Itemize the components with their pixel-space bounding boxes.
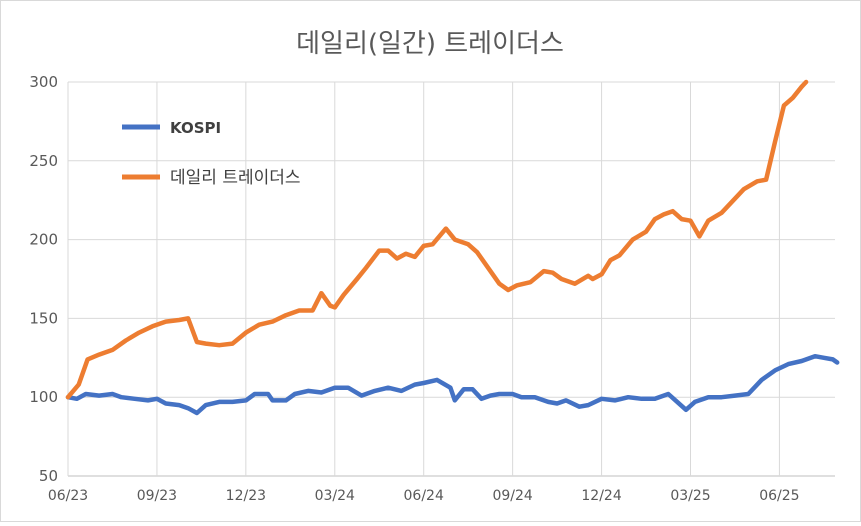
y-tick-label: 200 — [29, 231, 58, 249]
chart-title: 데일리(일간) 트레이더스 — [296, 29, 564, 59]
x-tick-label: 03/25 — [670, 488, 710, 504]
series-lines — [65, 79, 840, 416]
x-tick-label: 06/25 — [759, 488, 799, 504]
legend: KOSPI 데일리 트레이더스 — [122, 119, 301, 188]
legend-label-daily-traders: 데일리 트레이더스 — [170, 168, 301, 188]
x-tick-label: 12/23 — [226, 488, 266, 504]
y-tick-label: 150 — [29, 309, 58, 327]
x-tick-label: 06/23 — [48, 488, 88, 504]
x-tick-label: 12/24 — [581, 488, 621, 504]
x-tick-label: 09/24 — [492, 488, 532, 504]
x-axis-tick-labels: 06/23 09/23 12/23 03/24 06/24 09/24 12/24 03/25… — [48, 488, 800, 504]
y-tick-label: 250 — [29, 152, 58, 170]
x-tick-label: 03/24 — [315, 488, 355, 504]
x-tick-label: 06/24 — [404, 488, 444, 504]
y-tick-label: 300 — [29, 73, 58, 91]
y-axis-tick-labels: 50 100 150 200 250 300 — [29, 73, 58, 485]
y-tick-label: 50 — [39, 467, 58, 485]
series-line-daily-traders — [65, 79, 809, 400]
gridlines — [67, 81, 835, 477]
x-tick-label: 09/23 — [137, 488, 177, 504]
legend-label-kospi: KOSPI — [170, 119, 221, 137]
series-line-kospi — [65, 353, 840, 416]
y-tick-label: 100 — [29, 388, 58, 406]
